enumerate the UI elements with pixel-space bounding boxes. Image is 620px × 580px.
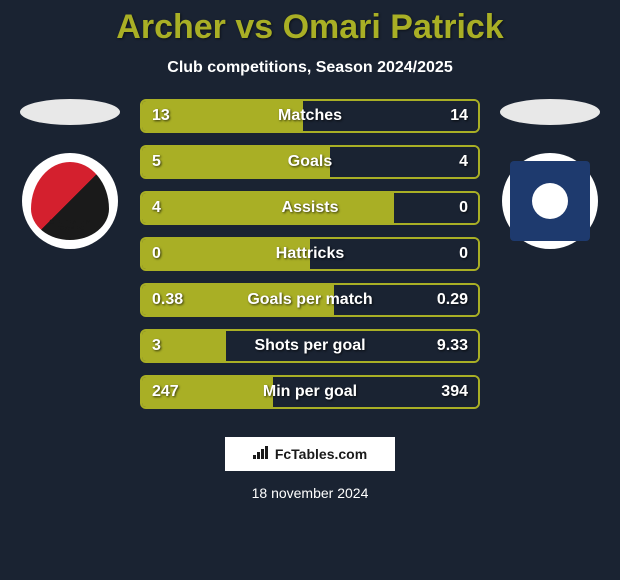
cheltenham-badge-icon: CHELTENHAMTOWN FC bbox=[31, 162, 109, 240]
stat-label: Goals per match bbox=[247, 291, 372, 309]
subtitle: Club competitions, Season 2024/2025 bbox=[0, 59, 620, 77]
stat-label: Hattricks bbox=[276, 245, 344, 263]
badge-text: CHELTENHAMTOWN FC bbox=[49, 220, 91, 232]
tranmere-badge-icon bbox=[510, 161, 590, 241]
stat-value-right: 14 bbox=[450, 107, 468, 125]
stat-value-right: 0.29 bbox=[437, 291, 468, 309]
stat-value-left: 0.38 bbox=[152, 291, 183, 309]
left-player-column: CHELTENHAMTOWN FC bbox=[10, 99, 130, 421]
chart-icon bbox=[253, 445, 271, 464]
stat-row: 0 Hattricks 0 bbox=[140, 237, 480, 271]
stat-fill-right bbox=[330, 147, 478, 177]
stat-row: 4 Assists 0 bbox=[140, 191, 480, 225]
stat-value-right: 4 bbox=[459, 153, 468, 171]
stat-label: Matches bbox=[278, 107, 342, 125]
stat-label: Goals bbox=[288, 153, 332, 171]
right-club-badge bbox=[502, 153, 598, 249]
stat-row: 13 Matches 14 bbox=[140, 99, 480, 133]
stat-row: 3 Shots per goal 9.33 bbox=[140, 329, 480, 363]
stat-value-left: 4 bbox=[152, 199, 161, 217]
page-title: Archer vs Omari Patrick bbox=[0, 0, 620, 47]
stat-value-right: 0 bbox=[459, 199, 468, 217]
stat-value-left: 13 bbox=[152, 107, 170, 125]
left-name-plate bbox=[20, 99, 120, 125]
stat-label: Assists bbox=[282, 199, 339, 217]
stat-value-left: 247 bbox=[152, 383, 179, 401]
stats-column: 13 Matches 14 5 Goals 4 4 Assists 0 0 Ha… bbox=[130, 99, 490, 421]
stat-value-right: 9.33 bbox=[437, 337, 468, 355]
left-club-badge: CHELTENHAMTOWN FC bbox=[22, 153, 118, 249]
stat-row: 247 Min per goal 394 bbox=[140, 375, 480, 409]
stat-value-right: 0 bbox=[459, 245, 468, 263]
stat-value-left: 5 bbox=[152, 153, 161, 171]
stat-value-right: 394 bbox=[441, 383, 468, 401]
right-name-plate bbox=[500, 99, 600, 125]
content-area: CHELTENHAMTOWN FC 13 Matches 14 5 Goals … bbox=[0, 99, 620, 421]
stat-fill bbox=[142, 193, 394, 223]
stat-row: 0.38 Goals per match 0.29 bbox=[140, 283, 480, 317]
footer-date: 18 november 2024 bbox=[0, 485, 620, 501]
stat-row: 5 Goals 4 bbox=[140, 145, 480, 179]
stat-label: Shots per goal bbox=[254, 337, 365, 355]
stat-value-left: 3 bbox=[152, 337, 161, 355]
stat-label: Min per goal bbox=[263, 383, 357, 401]
footer-brand: FcTables.com bbox=[225, 437, 395, 471]
ball-icon bbox=[532, 183, 568, 219]
footer-brand-text: FcTables.com bbox=[275, 446, 367, 462]
right-player-column bbox=[490, 99, 610, 421]
stat-value-left: 0 bbox=[152, 245, 161, 263]
